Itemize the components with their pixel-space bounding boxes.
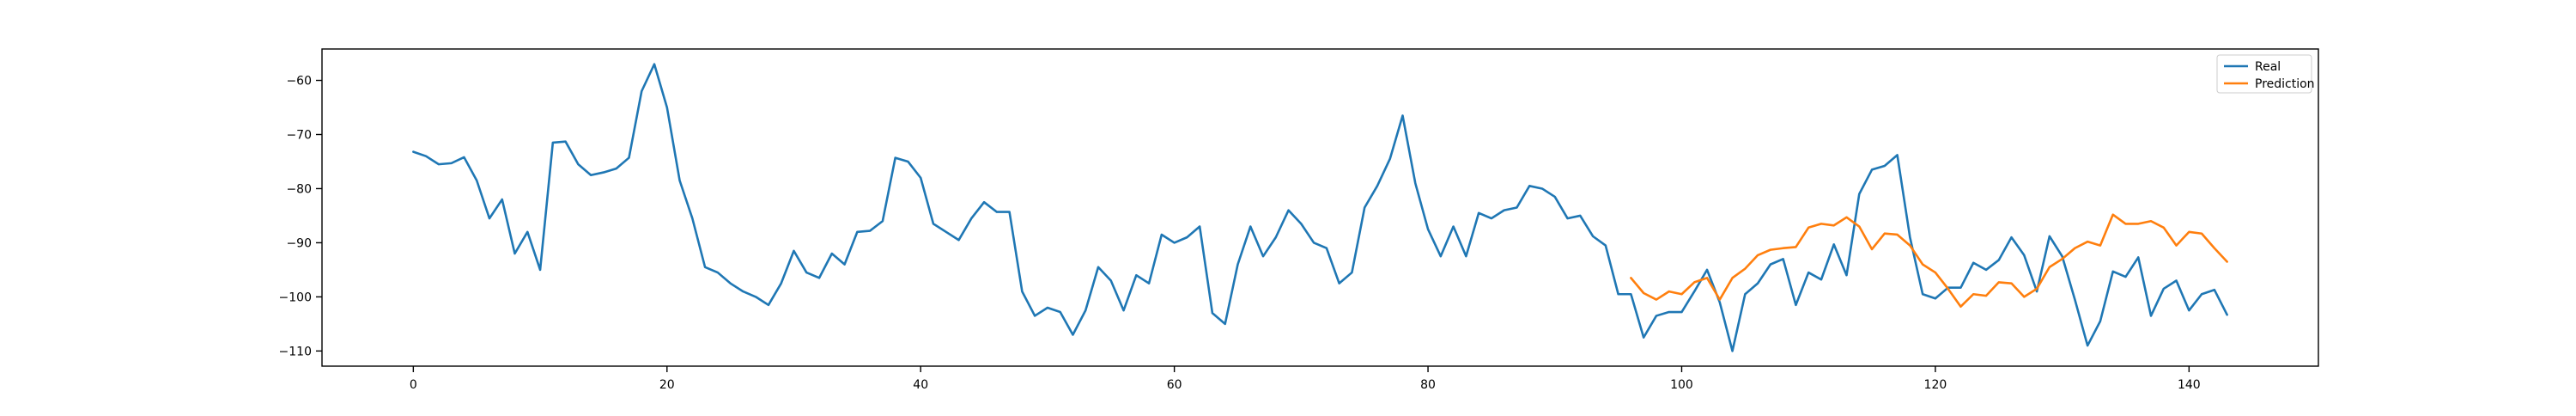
y-tick-label: −60: [286, 75, 312, 89]
series-line-real: [412, 63, 2228, 352]
x-tick-label: 120: [1924, 378, 1947, 392]
y-tick-label: −100: [279, 291, 312, 304]
x-tick-label: 60: [1167, 378, 1182, 392]
legend-label-real: Real: [2255, 60, 2281, 74]
plot-area: [321, 48, 2319, 367]
x-tick-label: 20: [659, 378, 675, 392]
x-axis: 0 20 40 60 80 100 120 140: [410, 366, 2201, 392]
x-tick-label: 140: [2178, 378, 2201, 392]
x-tick-label: 100: [1670, 378, 1693, 392]
x-tick-label: 80: [1420, 378, 1436, 392]
x-tick-label: 40: [913, 378, 928, 392]
y-axis: −110 −100 −90 −80 −70 −60: [279, 75, 322, 358]
legend: Real Prediction: [2216, 54, 2315, 94]
y-tick-label: −80: [286, 182, 312, 196]
y-tick-label: −90: [286, 236, 312, 250]
legend-label-prediction: Prediction: [2255, 77, 2315, 91]
y-tick-label: −70: [286, 128, 312, 142]
axes-frame: [321, 48, 2319, 367]
y-tick-label: −110: [279, 345, 312, 358]
x-tick-label: 0: [410, 378, 417, 392]
series-line-prediction: [1630, 213, 2228, 309]
